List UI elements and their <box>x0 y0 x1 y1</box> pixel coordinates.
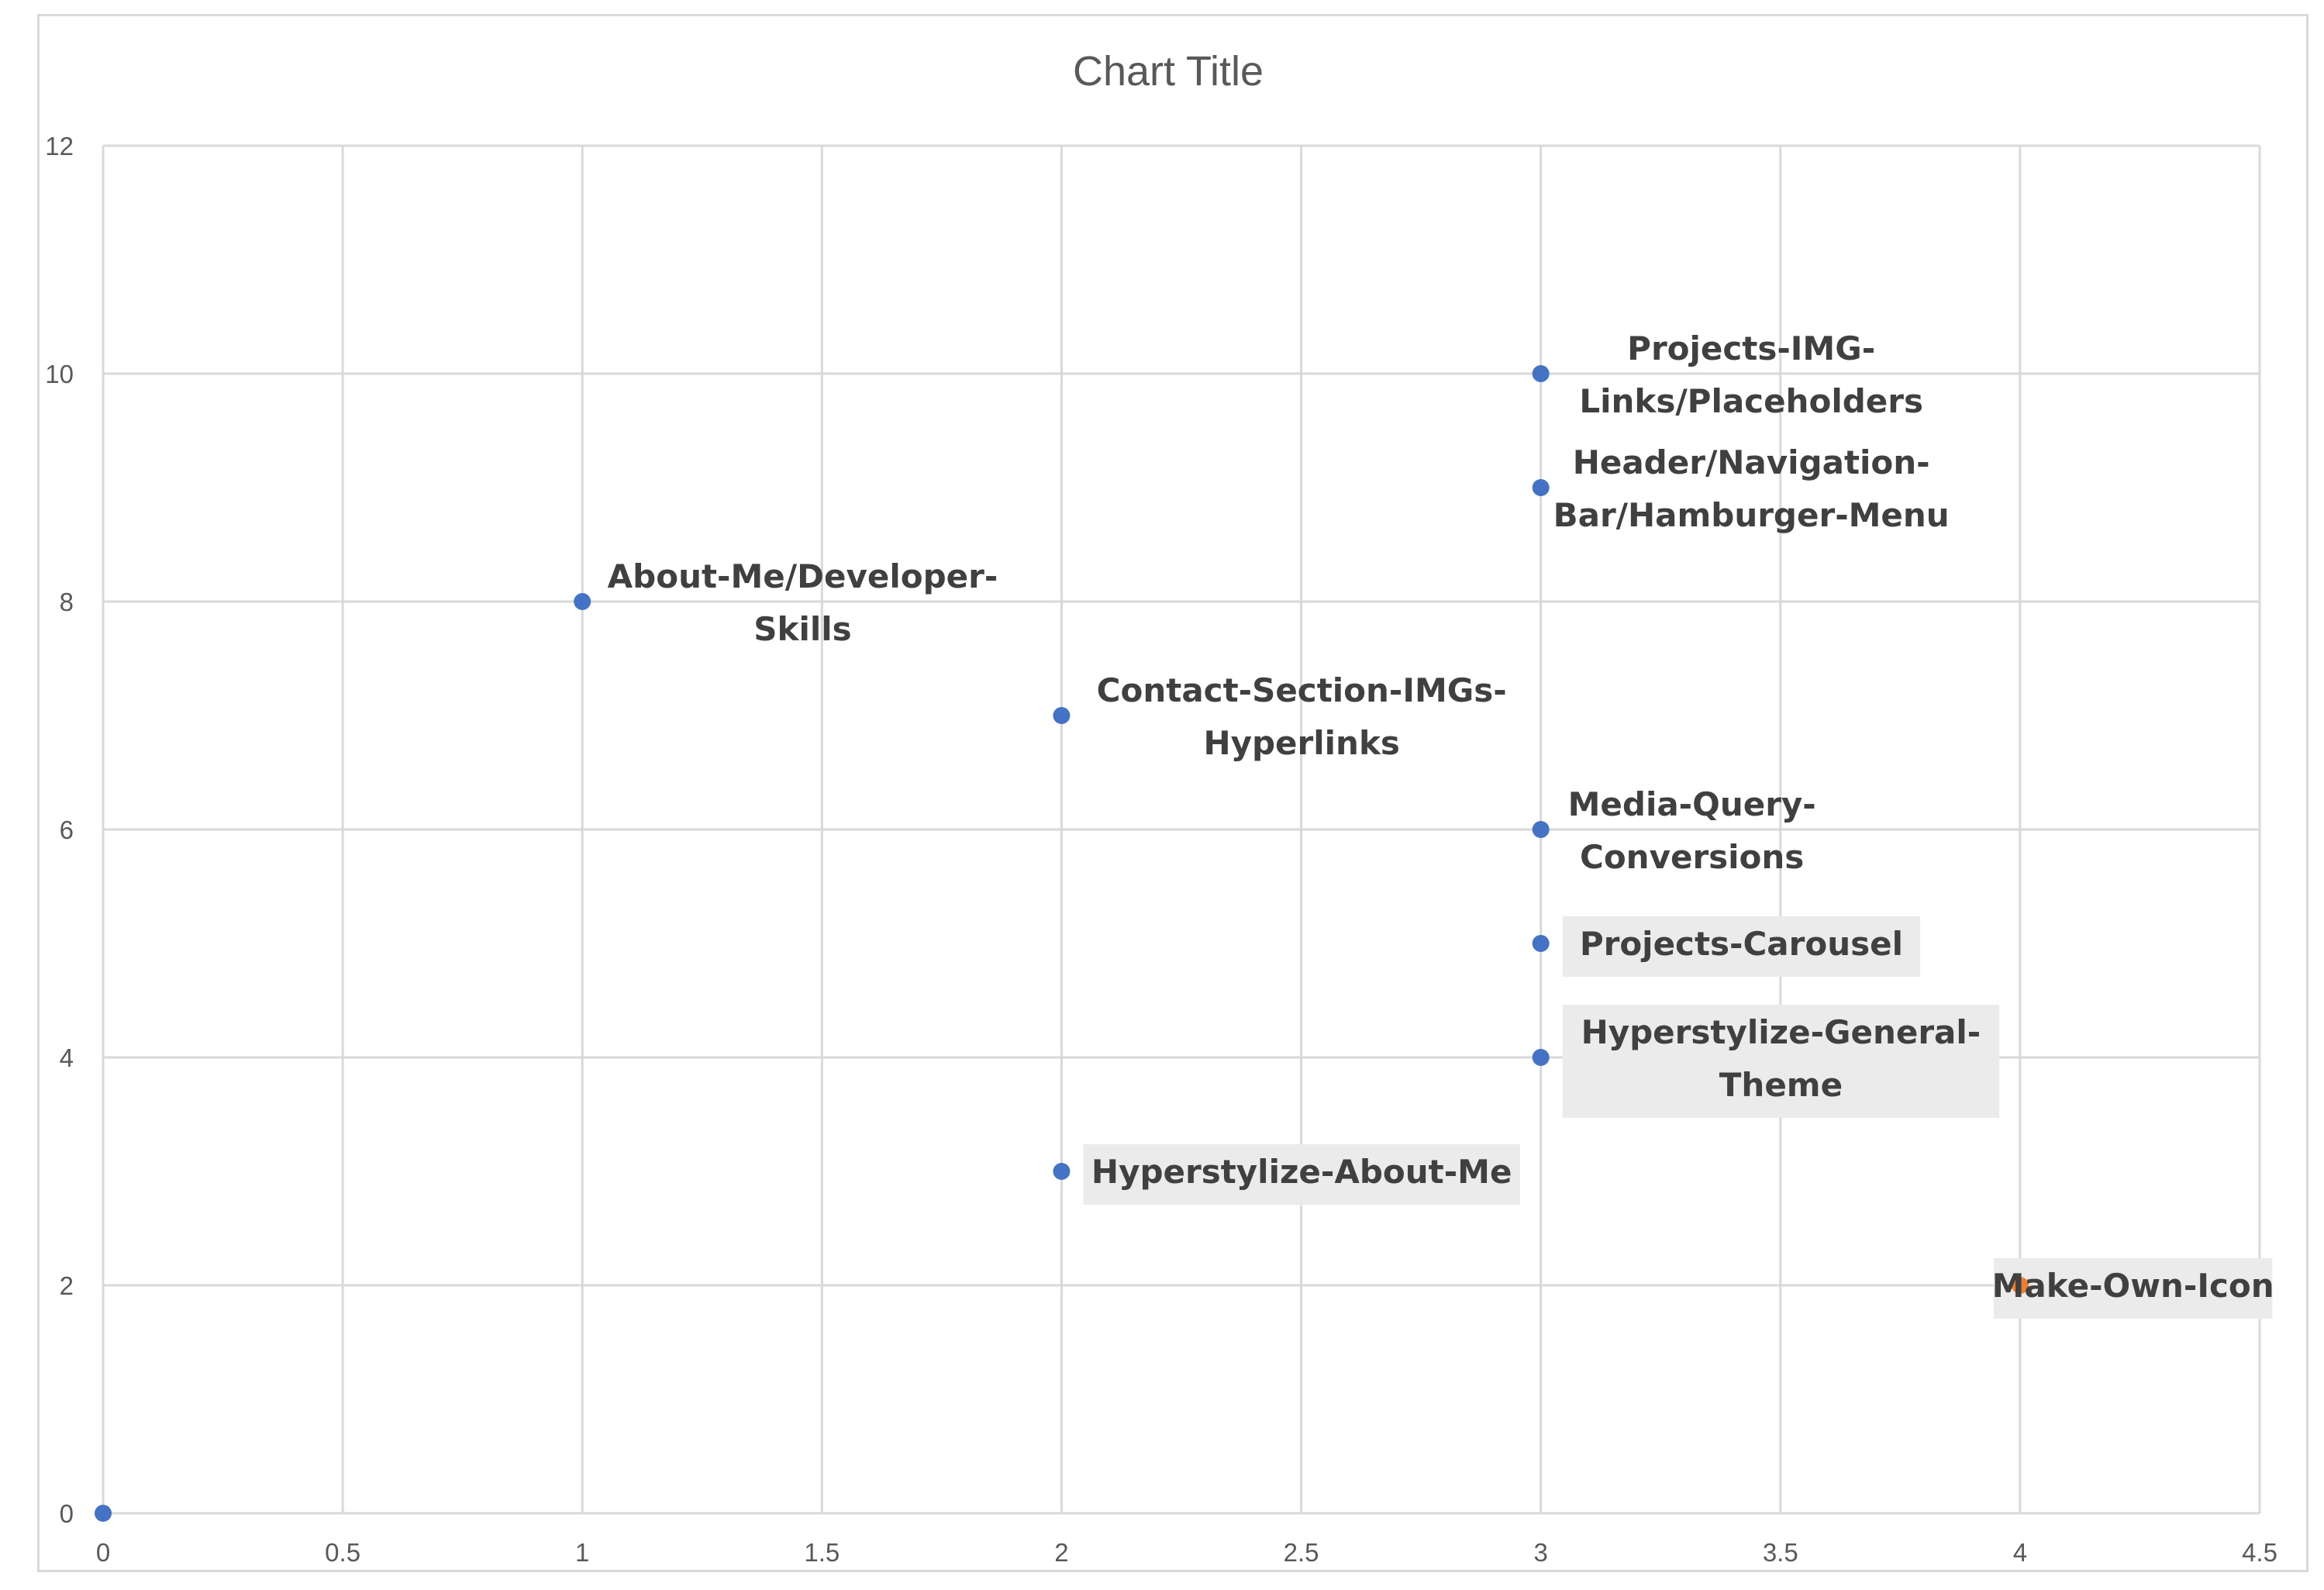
data-label: About-Me/Developer- <box>608 557 998 595</box>
data-point <box>1532 935 1550 952</box>
y-tick-label: 0 <box>60 1499 74 1528</box>
x-tick-label: 1.5 <box>804 1538 840 1567</box>
grid <box>102 144 2261 1515</box>
data-label: Hyperstylize-General- <box>1581 1013 1981 1051</box>
data-point <box>1532 479 1550 496</box>
data-label: Skills <box>753 610 851 648</box>
data-label: Theme <box>1719 1066 1843 1104</box>
data-label: Hyperstylize-About-Me <box>1091 1153 1512 1191</box>
data-label: Contact-Section-IMGs- <box>1097 671 1507 709</box>
x-tick-label: 0.5 <box>325 1538 360 1567</box>
y-axis-ticks: 0 2 4 6 8 10 12 <box>45 132 74 1528</box>
x-tick-label: 0 <box>96 1538 110 1567</box>
chart-title: Chart Title <box>1073 48 1264 95</box>
x-tick-label: 3.5 <box>1763 1538 1798 1567</box>
data-point <box>1532 1049 1550 1066</box>
x-tick-label: 4.5 <box>2242 1538 2277 1567</box>
data-label: Conversions <box>1580 838 1804 876</box>
data-label: Make-Own-Icon <box>1992 1267 2274 1305</box>
data-point <box>1532 365 1550 382</box>
x-tick-label: 3 <box>1533 1538 1547 1567</box>
x-tick-label: 4 <box>2013 1538 2027 1567</box>
data-point <box>2011 1277 2029 1294</box>
data-labels: About-Me/Developer- Skills Contact-Section… <box>608 329 2274 1305</box>
chart-frame <box>37 14 2308 1572</box>
data-point <box>1053 707 1071 724</box>
label-box <box>1993 1258 2273 1319</box>
data-points <box>95 365 2029 1522</box>
y-tick-label: 10 <box>45 360 74 388</box>
data-label: Projects-IMG- <box>1627 329 1875 367</box>
data-label: Header/Navigation- <box>1573 443 1930 481</box>
x-axis-ticks: 0 0.5 1 1.5 2 2.5 3 3.5 4 4.5 <box>96 1538 2277 1567</box>
x-tick-label: 2 <box>1054 1538 1068 1567</box>
y-tick-label: 6 <box>60 816 74 844</box>
label-box <box>1562 1005 2000 1118</box>
data-point <box>95 1505 112 1522</box>
label-box <box>1562 916 1921 977</box>
x-tick-label: 1 <box>575 1538 589 1567</box>
data-point <box>574 593 591 610</box>
y-tick-label: 12 <box>45 132 74 160</box>
data-point <box>1053 1163 1071 1180</box>
label-boxes <box>1083 916 2273 1319</box>
y-tick-label: 4 <box>60 1043 74 1072</box>
data-label: Hyperlinks <box>1203 724 1399 762</box>
data-point <box>1532 821 1550 838</box>
data-label: Media-Query- <box>1568 785 1816 823</box>
y-tick-label: 8 <box>60 588 74 616</box>
data-label: Projects-Carousel <box>1580 925 1903 963</box>
data-label: Bar/Hamburger-Menu <box>1553 496 1950 534</box>
x-tick-label: 2.5 <box>1284 1538 1319 1567</box>
y-tick-label: 2 <box>60 1271 74 1300</box>
label-box <box>1083 1144 1520 1205</box>
data-label: Links/Placeholders <box>1579 382 1923 420</box>
